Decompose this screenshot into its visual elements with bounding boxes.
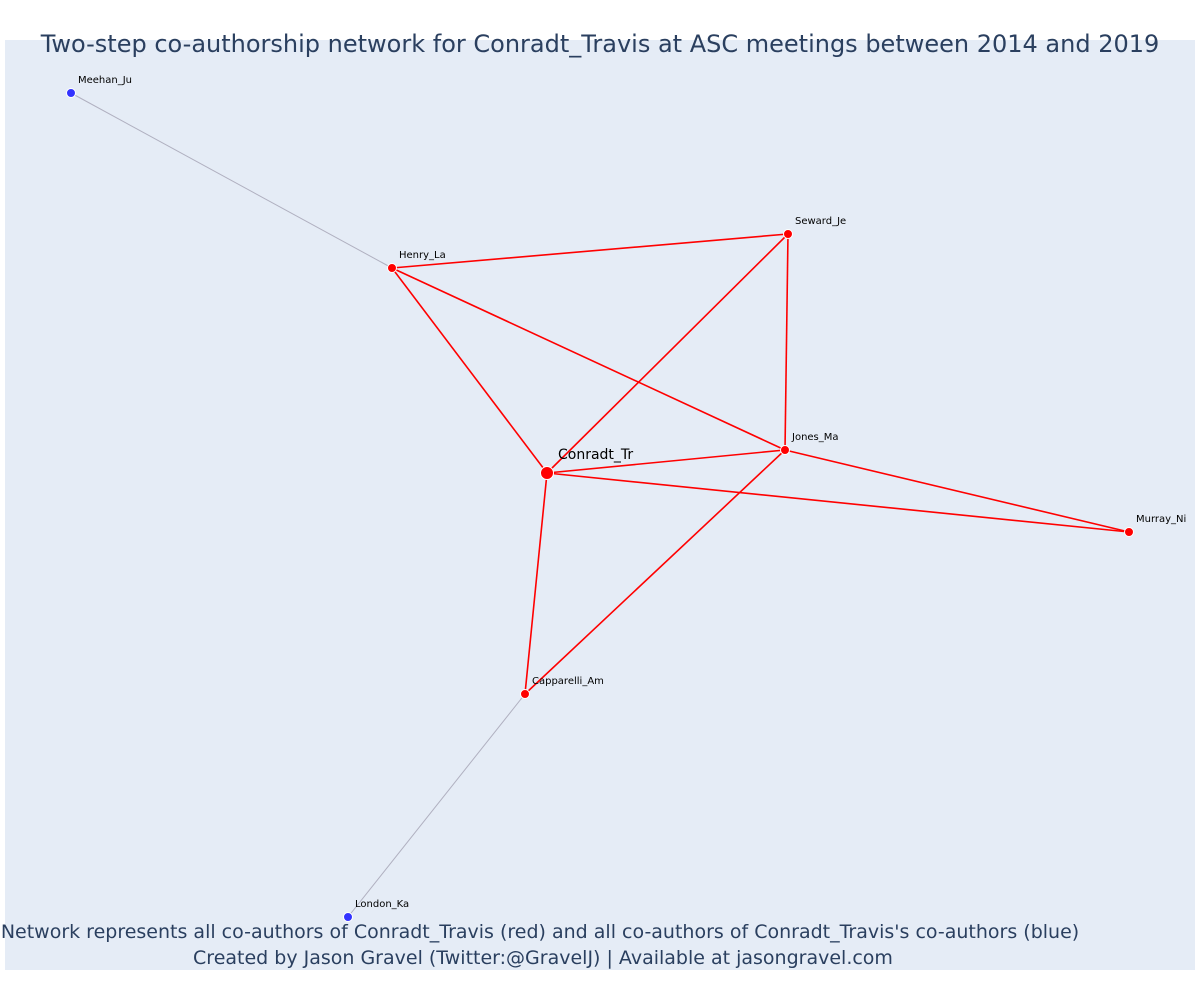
edge-layer — [70, 92, 1130, 918]
edge-london_ka-capparelli_am — [347, 693, 526, 918]
node-label-henry_la: Henry_La — [399, 250, 446, 261]
node-label-seward_je: Seward_Je — [795, 216, 846, 227]
node-label-murray_ni: Murray_Ni — [1136, 514, 1186, 525]
edge-meehan_ju-henry_la — [70, 92, 393, 269]
caption-line-2: Created by Jason Gravel (Twitter:@Gravel… — [193, 947, 893, 969]
edge-henry_la-jones_ma — [391, 267, 786, 451]
edge-conradt_tr-capparelli_am — [524, 472, 548, 695]
node-layer — [66, 88, 1134, 922]
caption-line-1: Network represents all co-authors of Con… — [1, 921, 1079, 943]
node-seward_je[interactable] — [783, 229, 793, 239]
chart-title: Two-step co-authorship network for Conra… — [40, 30, 1160, 58]
node-london_ka[interactable] — [343, 912, 353, 922]
node-label-conradt_tr: Conradt_Tr — [558, 447, 633, 463]
edge-conradt_tr-murray_ni — [546, 472, 1130, 533]
edge-henry_la-seward_je — [391, 233, 789, 269]
node-label-london_ka: London_Ka — [355, 899, 409, 910]
node-jones_ma[interactable] — [780, 445, 790, 455]
label-layer: Conradt_Tr Henry_La Seward_Je Jones_Ma Murra… — [78, 75, 1186, 910]
edge-conradt_tr-seward_je — [546, 233, 789, 474]
node-label-capparelli_am: Capparelli_Am — [532, 676, 604, 687]
node-label-jones_ma: Jones_Ma — [791, 432, 839, 443]
edge-seward_je-jones_ma — [784, 233, 789, 451]
plot-background — [5, 40, 1195, 970]
node-capparelli_am[interactable] — [520, 689, 530, 699]
node-murray_ni[interactable] — [1124, 527, 1134, 537]
node-conradt_tr[interactable] — [540, 466, 554, 480]
edge-conradt_tr-jones_ma — [546, 449, 786, 474]
node-henry_la[interactable] — [387, 263, 397, 273]
edge-jones_ma-capparelli_am — [524, 449, 786, 695]
edge-conradt_tr-henry_la — [391, 267, 548, 474]
node-meehan_ju[interactable] — [66, 88, 76, 98]
node-label-meehan_ju: Meehan_Ju — [78, 75, 132, 86]
edge-jones_ma-murray_ni — [784, 449, 1130, 533]
